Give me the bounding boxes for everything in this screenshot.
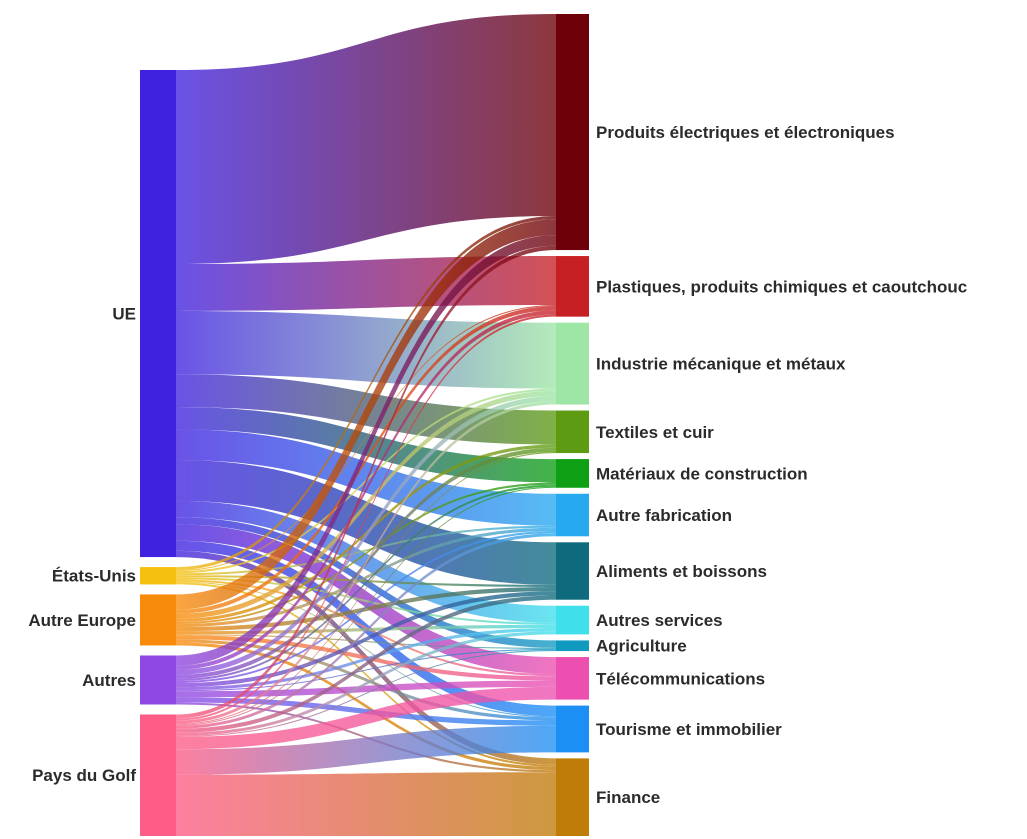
link-pg-tel <box>176 686 556 750</box>
link-ae-ag <box>176 634 556 649</box>
link-ae-pcc <box>176 306 556 614</box>
link-au-fi <box>176 702 556 773</box>
link-au-pee <box>176 235 556 666</box>
target-label-as: Autres services <box>596 611 723 630</box>
target-label-pcc: Plastiques, produits chimiques et caoutc… <box>596 277 967 296</box>
link-pg-pcc <box>176 314 556 721</box>
link-ae-imm <box>176 390 556 619</box>
link-ae-ti <box>176 639 556 721</box>
link-pg-ab <box>176 595 556 733</box>
source-node-pg <box>140 714 176 836</box>
link-au-mc <box>176 484 556 682</box>
target-node-ti <box>556 705 589 753</box>
source-node-ae <box>140 594 176 646</box>
source-node-ue <box>140 70 176 558</box>
link-us-pcc <box>176 304 556 572</box>
source-label-ae: Autre Europe <box>28 611 136 630</box>
link-ae-ab <box>176 586 556 632</box>
link-ue-tel <box>176 524 556 675</box>
link-us-ti <box>176 581 556 718</box>
source-label-pg: Pays du Golf <box>32 766 136 785</box>
link-ue-pee <box>176 14 556 265</box>
target-node-fi <box>556 758 589 836</box>
target-label-af: Autre fabrication <box>596 506 732 525</box>
sankey-labels: UE États-Unis Autre Europe Autres Pays du Go… <box>28 123 967 807</box>
sankey-links <box>176 14 556 836</box>
link-ue-af <box>176 429 556 526</box>
link-us-fi <box>176 582 556 767</box>
target-label-tc: Textiles et cuir <box>596 423 714 442</box>
source-node-au <box>140 655 176 705</box>
target-node-pee <box>556 14 589 251</box>
source-label-ue: UE <box>112 305 136 324</box>
target-node-mc <box>556 459 589 488</box>
link-us-pee <box>176 216 556 571</box>
link-us-af <box>176 525 556 576</box>
link-us-as <box>176 577 556 625</box>
link-ae-fi <box>176 642 556 771</box>
link-au-tel <box>176 680 556 698</box>
link-ae-pee <box>176 219 556 610</box>
link-ue-imm <box>176 310 556 389</box>
target-label-ab: Aliments et boissons <box>596 562 767 581</box>
sankey-nodes <box>140 14 589 836</box>
target-node-imm <box>556 322 589 405</box>
link-au-ti <box>176 697 556 726</box>
source-label-us: États-Unis <box>52 567 136 586</box>
target-label-pee: Produits électriques et électroniques <box>596 123 895 142</box>
target-label-ti: Tourisme et immobilier <box>596 720 782 739</box>
link-au-ab <box>176 591 556 688</box>
link-au-as <box>176 628 556 691</box>
link-pg-ti <box>176 725 556 775</box>
link-ae-mc <box>176 482 556 625</box>
link-au-ag <box>176 648 556 692</box>
link-ae-af <box>176 527 556 628</box>
link-pg-pee <box>176 245 556 719</box>
target-node-as <box>556 605 589 635</box>
link-au-pcc <box>176 310 556 670</box>
target-node-pcc <box>556 256 589 317</box>
link-pg-fi <box>176 772 556 836</box>
link-pg-ag <box>176 650 556 737</box>
target-label-tel: Télécommunications <box>596 669 765 688</box>
target-label-ag: Agriculture <box>596 637 687 656</box>
target-node-tc <box>556 410 589 454</box>
target-label-imm: Industrie mécanique et métaux <box>596 355 846 374</box>
link-us-tel <box>176 579 556 677</box>
source-node-us <box>140 567 176 585</box>
target-node-ab <box>556 542 589 600</box>
link-pg-af <box>176 533 556 729</box>
link-au-af <box>176 530 556 684</box>
link-au-imm <box>176 396 556 675</box>
link-pg-as <box>176 631 556 736</box>
link-pg-imm <box>176 401 556 724</box>
link-pg-tc <box>176 452 556 725</box>
target-node-ag <box>556 640 589 652</box>
target-label-fi: Finance <box>596 788 660 807</box>
target-node-af <box>556 493 589 537</box>
source-label-au: Autres <box>82 671 136 690</box>
link-pg-mc <box>176 486 556 726</box>
target-label-mc: Matériaux de construction <box>596 464 808 483</box>
target-node-tel <box>556 657 589 700</box>
